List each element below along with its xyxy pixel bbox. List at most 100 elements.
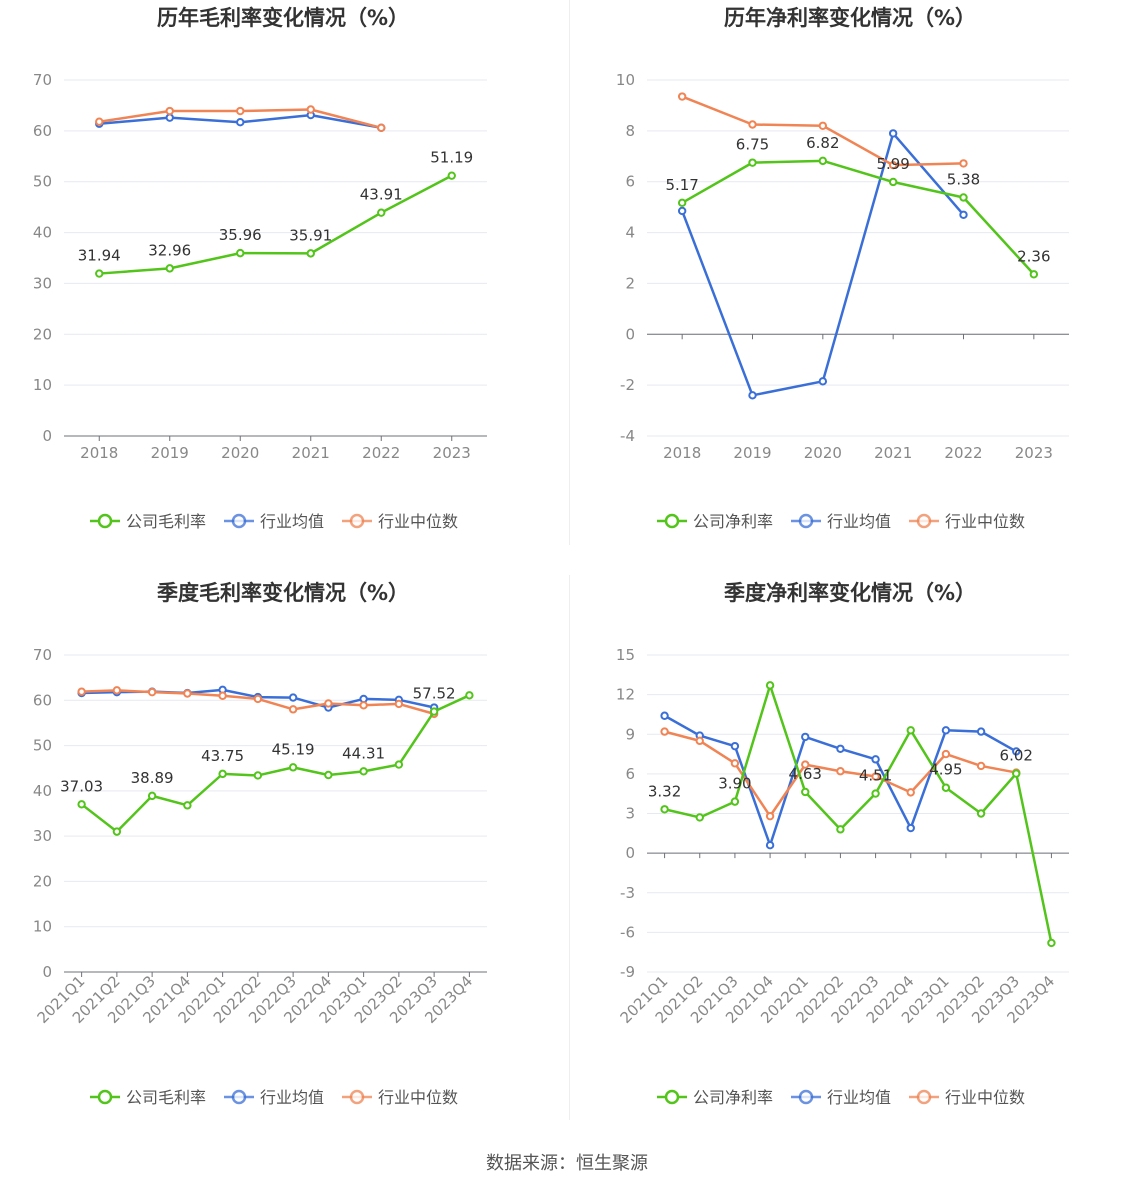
legend-label: 公司毛利率 [126, 512, 206, 531]
data-point-median [236, 106, 245, 116]
data-label: 43.75 [201, 747, 244, 765]
data-point-company [871, 789, 880, 798]
data-point-median [77, 687, 86, 696]
data-label: 6.02 [1000, 747, 1033, 765]
legend-item-median: 行业中位数 [909, 512, 1025, 531]
y-tick-label: 0 [42, 427, 52, 445]
legend-marker [231, 513, 247, 529]
y-tick-label: -6 [620, 923, 635, 941]
data-point-avg [748, 391, 757, 400]
data-point-company [888, 177, 898, 187]
data-label: 4.51 [859, 767, 892, 785]
data-point-company [836, 825, 845, 834]
data-point-median [888, 160, 898, 170]
data-point-company [147, 791, 157, 801]
data-label: 37.03 [60, 777, 103, 795]
chart-title: 历年毛利率变化情况（%） [157, 6, 409, 30]
data-point-median [677, 92, 687, 101]
data-point-avg [941, 726, 951, 735]
data-label: 32.96 [148, 241, 191, 259]
y-tick-label: 0 [625, 325, 635, 343]
data-point-median [95, 117, 104, 126]
y-tick-label: 20 [33, 872, 52, 890]
data-point-company [377, 208, 386, 217]
data-point-company [359, 767, 368, 776]
series-line-avg [680, 132, 965, 397]
legend-label: 行业均值 [260, 512, 324, 531]
x-tick-label: 2020 [804, 444, 842, 462]
legend-item-avg: 行业均值 [791, 512, 891, 531]
y-tick-label: 0 [625, 844, 635, 862]
y-tick-label: 30 [33, 274, 52, 292]
data-point-avg [801, 732, 810, 742]
x-tick-label: 2023 [1015, 444, 1053, 462]
data-label: 5.99 [876, 155, 909, 173]
legend-marker [97, 1089, 113, 1105]
data-point-company [394, 760, 404, 769]
data-label: 5.17 [665, 176, 698, 194]
data-point-company [801, 787, 810, 797]
data-point-median [871, 772, 880, 781]
data-point-median [183, 689, 192, 698]
data-label: 3.90 [718, 775, 751, 793]
y-tick-label: 3 [625, 805, 635, 823]
data-label: 2.36 [1017, 247, 1050, 265]
data-label: 4.63 [789, 765, 822, 783]
legend-marker [97, 513, 113, 529]
data-point-median [306, 105, 315, 114]
legend-label: 行业中位数 [378, 1088, 458, 1107]
legend-label: 公司净利率 [693, 1088, 773, 1107]
data-point-median [748, 120, 757, 129]
data-point-avg [1012, 747, 1021, 756]
data-point-company [95, 269, 104, 278]
data-point-company [818, 156, 828, 166]
data-label: 4.95 [929, 761, 962, 779]
legend-marker [349, 1089, 365, 1105]
data-point-avg [660, 711, 669, 720]
data-label: 31.94 [78, 247, 121, 265]
y-tick-label: 6 [625, 765, 635, 783]
y-tick-label: 15 [616, 646, 635, 664]
data-label: 38.89 [131, 769, 174, 787]
data-point-median [941, 749, 951, 759]
data-point-company [447, 171, 456, 180]
data-label: 43.91 [360, 186, 403, 204]
data-point-company [429, 707, 439, 716]
data-point-median [112, 686, 122, 695]
x-tick-label: 2022 [362, 444, 400, 462]
legend-label: 行业中位数 [945, 512, 1025, 531]
data-point-avg [871, 755, 880, 764]
legend-label: 行业均值 [827, 1088, 891, 1107]
y-tick-label: 70 [33, 646, 52, 664]
data-label: 45.19 [272, 740, 315, 758]
panel-divider [569, 0, 570, 545]
data-point-company [941, 783, 951, 792]
data-point-company [695, 813, 704, 822]
series-line-company [99, 174, 453, 275]
legend-label: 行业中位数 [378, 512, 458, 531]
x-tick-label: 2020 [221, 444, 259, 462]
data-point-avg [976, 727, 986, 736]
data-point-company [236, 248, 245, 258]
legend-label: 行业均值 [827, 512, 891, 531]
data-label: 3.32 [648, 782, 681, 800]
data-point-avg [165, 113, 174, 122]
y-tick-label: 8 [625, 122, 635, 140]
data-point-company [906, 726, 915, 735]
data-label: 6.82 [806, 134, 839, 152]
data-point-avg [765, 841, 775, 850]
y-tick-label: 70 [33, 71, 52, 89]
chart-svg-1: 历年净利率变化情况（%） -4 -2 0 2 4 6 8 10 2018 2019 2020 2021 2… [616, 6, 1069, 531]
legend-marker [916, 513, 932, 529]
x-tick-label: 2023 [433, 444, 471, 462]
data-point-median [324, 699, 333, 708]
data-label: 57.52 [413, 685, 456, 703]
data-source-note: 数据来源：恒生聚源 [486, 1153, 648, 1174]
data-point-avg [836, 744, 845, 753]
x-tick-label: 2019 [151, 444, 189, 462]
data-point-median [695, 736, 704, 746]
y-tick-label: 10 [33, 376, 52, 394]
y-tick-label: 9 [625, 725, 635, 743]
data-point-median [818, 121, 828, 130]
data-point-company [218, 769, 227, 779]
